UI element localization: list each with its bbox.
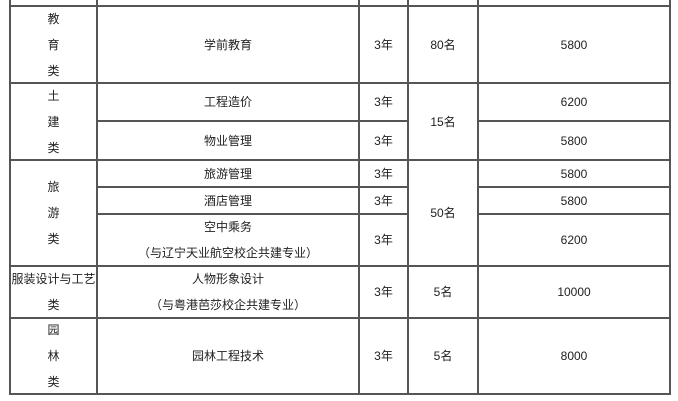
years-cell: 3年 — [358, 5, 409, 84]
fee-cell: 10000 — [477, 265, 671, 319]
years-cell: 3年 — [358, 265, 409, 319]
fee-cell: 6200 — [477, 213, 671, 267]
major-cell: 园林工程技术 — [96, 317, 360, 395]
major-cell: 工程造价 — [96, 82, 360, 122]
major-cell: 学前教育 — [96, 5, 360, 84]
category-text: 类 — [47, 232, 60, 246]
quota-cell: 5名 — [407, 265, 479, 319]
fee-cell: 5800 — [477, 186, 671, 215]
category-cell: 园林类 — [9, 317, 98, 395]
years-cell: 3年 — [358, 213, 409, 267]
years-cell: 3年 — [358, 159, 409, 188]
years-cell: 3年 — [358, 120, 409, 161]
years-cell: 3年 — [358, 186, 409, 215]
quota-cell: 15名 — [407, 82, 479, 161]
fee-cell: 8000 — [477, 317, 671, 395]
category-text: 游 — [47, 206, 60, 220]
category-text: 服装设计与工艺 — [11, 272, 96, 286]
category-text: 园 — [47, 323, 60, 337]
major-cell: 空中乘务 （与辽宁天业航空校企共建专业） — [96, 213, 360, 267]
category-text: 类 — [47, 63, 60, 78]
category-text: 旅 — [47, 180, 60, 194]
category-cell: 教育类 — [9, 5, 98, 84]
major-note: （与辽宁天业航空校企共建专业） — [137, 246, 318, 260]
category-text: 建 — [47, 114, 60, 129]
years-cell: 3年 — [358, 317, 409, 395]
major-note: （与粤港芭莎校企共建专业） — [149, 298, 306, 312]
category-text: 土 — [47, 88, 60, 103]
category-text: 林 — [47, 349, 60, 363]
fee-cell: 5800 — [477, 5, 671, 84]
quota-cell: 80名 — [407, 5, 479, 84]
category-text: 类 — [47, 140, 60, 155]
category-text: 教 — [47, 11, 60, 26]
category-cell: 旅游类 — [9, 159, 98, 267]
quota-cell: 50名 — [407, 159, 479, 267]
major-name: 空中乘务 — [203, 220, 252, 234]
quota-cell: 5名 — [407, 317, 479, 395]
fee-cell: 5800 — [477, 159, 671, 188]
fee-cell: 6200 — [477, 82, 671, 122]
major-cell: 物业管理 — [96, 120, 360, 161]
fee-cell: 5800 — [477, 120, 671, 161]
major-name: 人物形象设计 — [191, 272, 264, 286]
category-cell: 服装设计与工艺类 — [9, 265, 98, 319]
category-text: 育 — [47, 37, 60, 52]
major-cell: 旅游管理 — [96, 159, 360, 188]
years-cell: 3年 — [358, 82, 409, 122]
category-text: 类 — [47, 298, 60, 312]
major-cell: 酒店管理 — [96, 186, 360, 215]
category-text: 类 — [47, 375, 60, 389]
category-cell: 土建类 — [9, 82, 98, 161]
major-cell: 人物形象设计 （与粤港芭莎校企共建专业） — [96, 265, 360, 319]
